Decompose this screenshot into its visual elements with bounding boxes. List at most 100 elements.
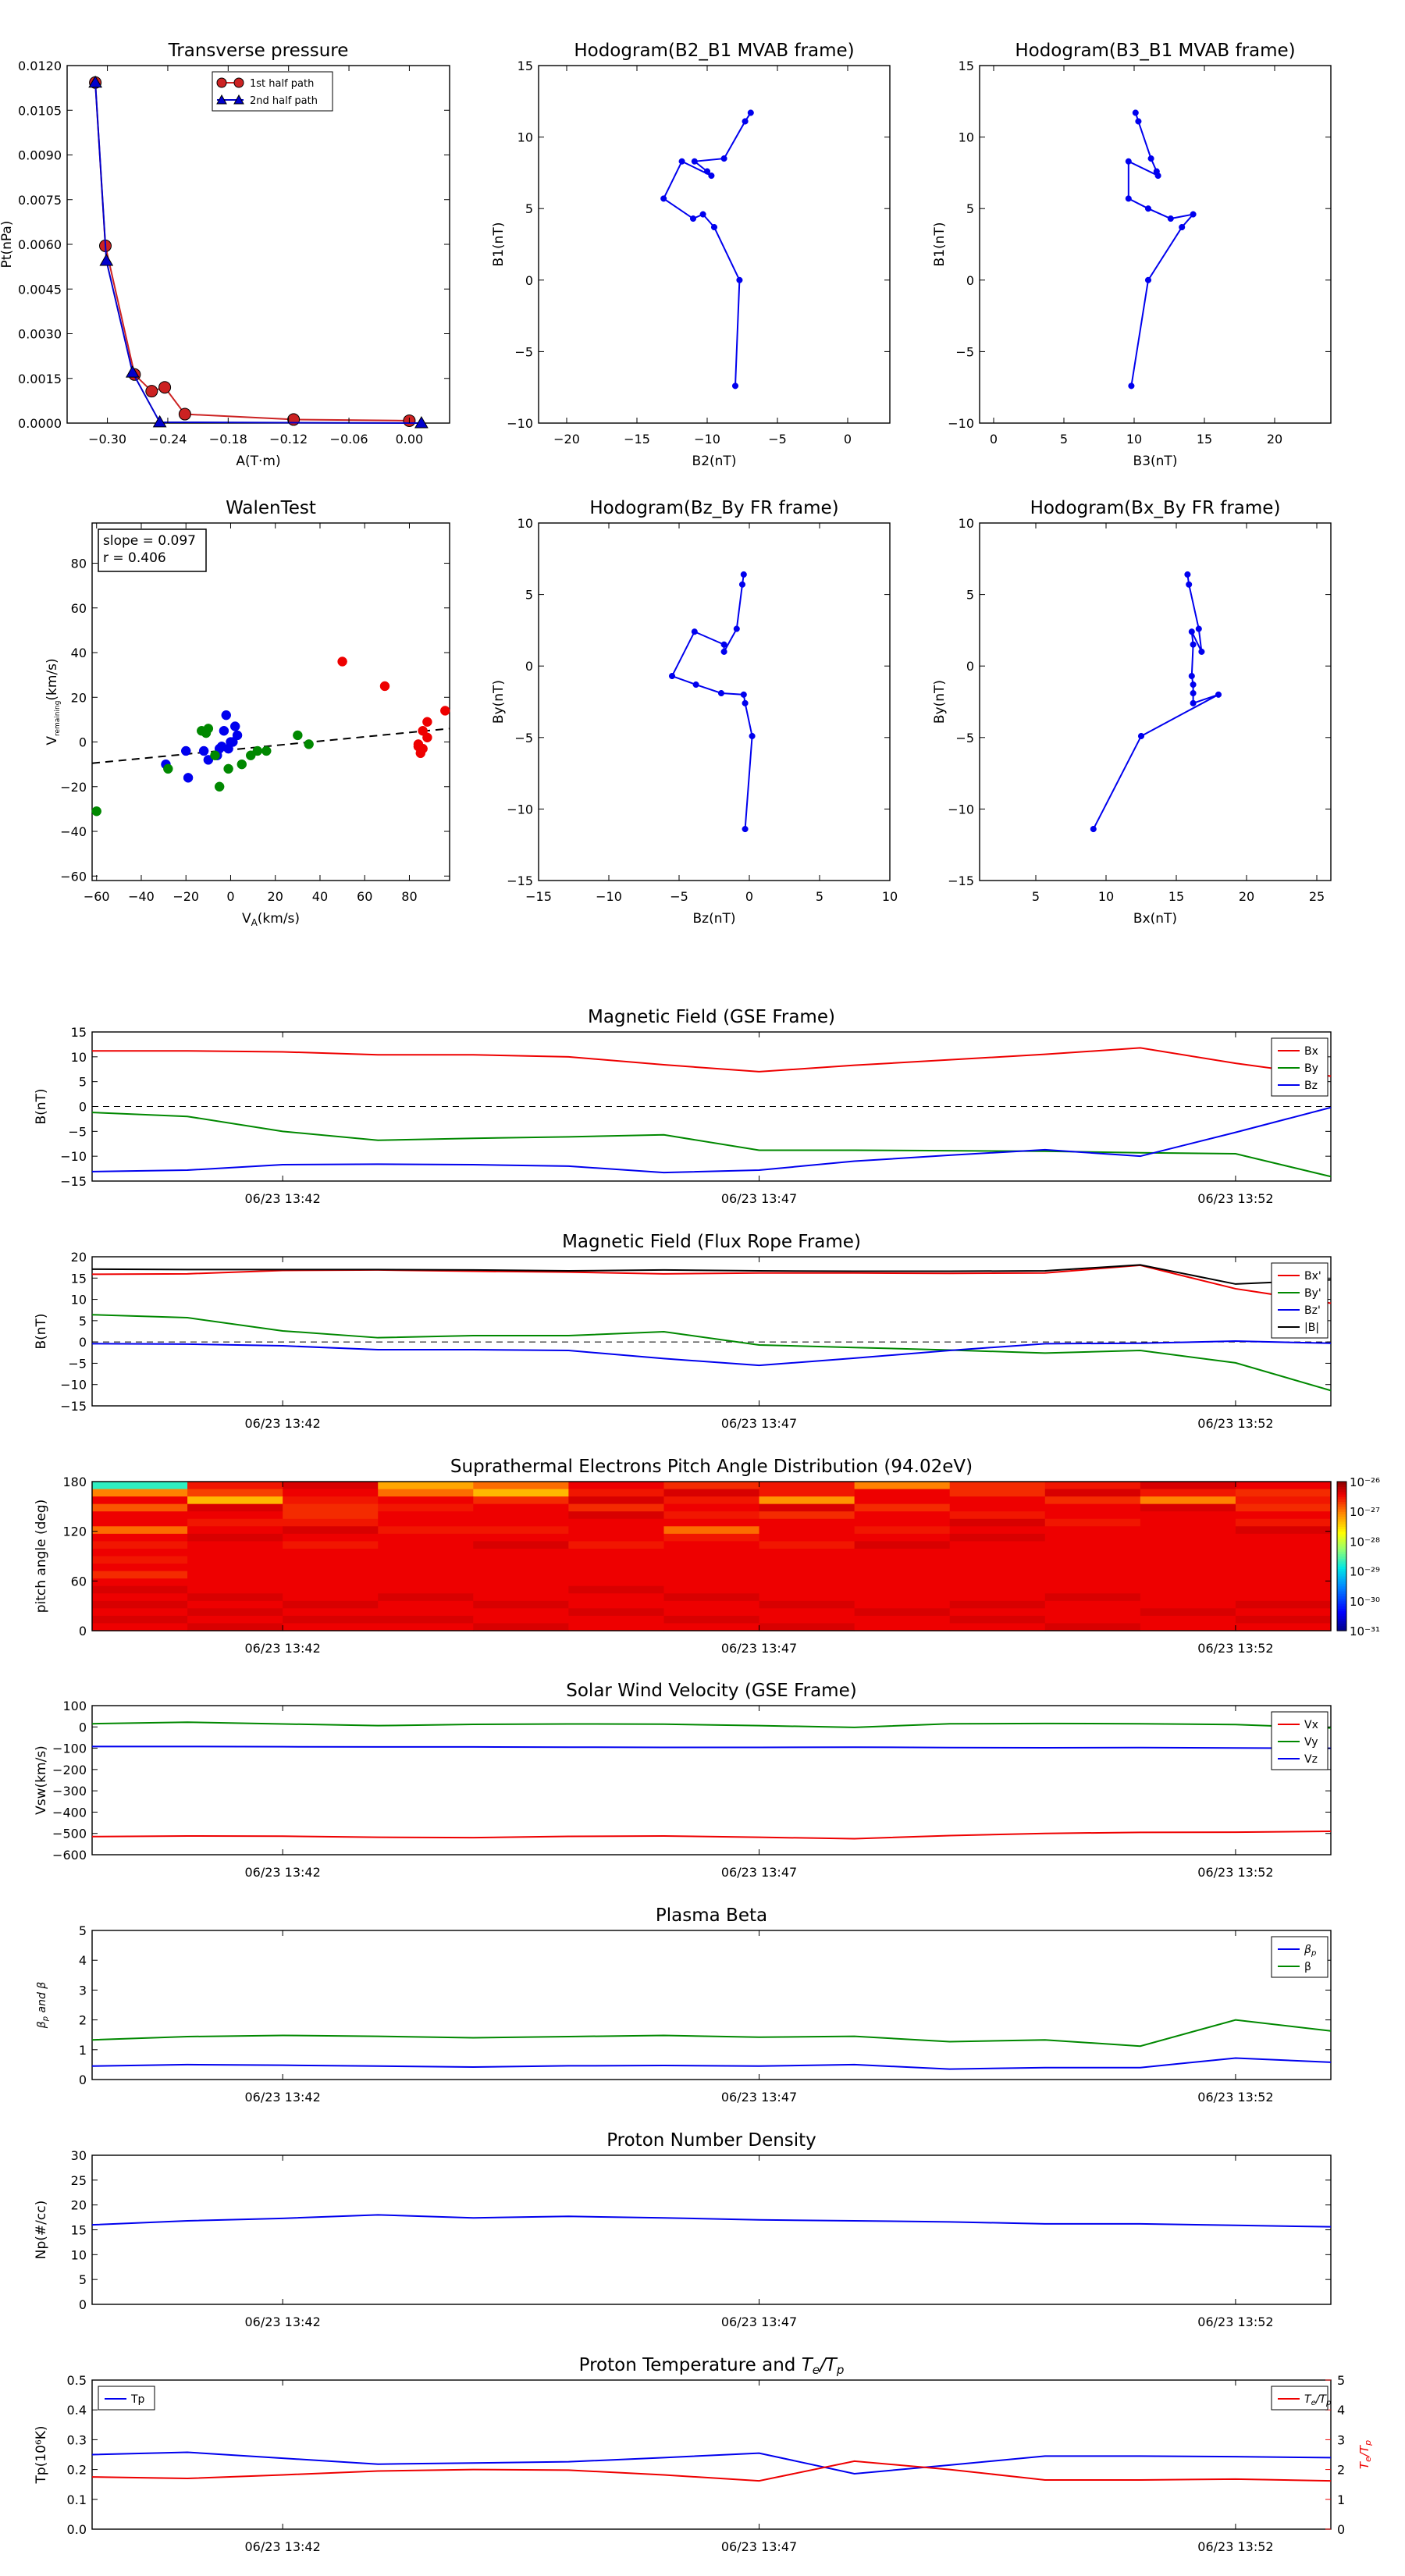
pad-cell [1140,1518,1236,1527]
hodogram-bz-by-point [717,689,725,697]
transverse-pressure-point [414,415,429,429]
proton-density-yticklabel: 10 [71,2247,87,2262]
pad-cell [854,1608,951,1617]
hodogram-bz-by-xticklabel: −10 [596,889,622,904]
mag-flux-rope-yticklabel: 10 [71,1293,87,1308]
pad-cell [187,1578,283,1587]
walen-test-ylabel: Vremaining(km/s) [44,658,62,745]
pad-cell [1044,1533,1141,1542]
walen-test-point [379,681,390,692]
walen-test-point [201,728,212,738]
pad-cell [473,1496,569,1505]
pad-cell [854,1600,951,1609]
mag-gse-legend-label: By [1304,1062,1318,1075]
pad-cell [92,1585,188,1594]
pad-cell [759,1571,855,1579]
hodogram-b3-b1-point [1167,215,1174,222]
walen-test-xticklabel: −40 [128,889,155,904]
pad-cell [1140,1578,1236,1587]
hodogram-b2-b1-point [660,195,667,202]
plasma-beta-series-0-line [91,2057,1332,2070]
pad-colorbar-step [1337,1531,1346,1535]
hodogram-b3-b1-frame [979,65,1332,424]
hodogram-b2-b1-title: Hodogram(B2_B1 MVAB frame) [574,41,854,61]
hodogram-bz-by-point [720,648,727,655]
pad-colorbar-step [1337,1524,1346,1527]
pad-cell [473,1511,569,1520]
pad-cell [1044,1503,1141,1512]
hodogram-bx-by-ylabel: By(nT) [932,680,948,724]
hodogram-b3-b1-point [1135,118,1142,125]
pad-cell [187,1556,283,1564]
proton-temp-legend-label: Te/Tp [1304,2393,1331,2407]
pad-cell [949,1518,1046,1527]
pad-cell [663,1489,760,1497]
hodogram-bx-by-xticklabel: 10 [1098,889,1114,904]
pad-cell [1044,1608,1141,1617]
pad-cell [1044,1615,1141,1624]
sw-velocity-yticklabel: −100 [52,1742,87,1756]
mag-flux-rope-xticklabel: 06/23 13:42 [244,1416,320,1431]
hodogram-b2-b1-point [691,158,698,165]
pad-cell [759,1548,855,1557]
transverse-pressure-yticklabel: 0.0015 [18,372,62,386]
pad-cell [283,1503,379,1512]
pad-cell [1044,1593,1141,1602]
pad-cell [568,1615,665,1624]
pad-cell [378,1526,474,1535]
pad-colorbar-step [1337,1603,1346,1606]
transverse-pressure-yticklabel: 0.0000 [18,416,62,431]
pad-xticklabel: 06/23 13:52 [1197,1641,1273,1656]
pad-cell [1235,1585,1332,1594]
sw-velocity-xticklabel: 06/23 13:42 [244,1865,320,1880]
walen-test-point [180,745,191,756]
proton-temp-axes: Proton Temperature and Te/Tp 06/23 13:42 0… [34,2355,1274,2554]
proton-density-ylabel: Np(#/cc) [34,2201,49,2259]
pad-colorbar-step [1337,1541,1346,1545]
hodogram-bz-by-point [749,732,756,740]
pad-yticklabel: 120 [62,1525,87,1539]
mag-gse-yticklabel: 10 [71,1050,87,1065]
pad-cell [949,1585,1046,1594]
pad-cell [854,1615,951,1624]
pad-cell [187,1608,283,1617]
mag-flux-rope-yticklabel: 20 [71,1250,87,1265]
hodogram-bx-by-axes: Hodogram(Bx_By FR frame) 5 10 15 20 25 −15 −10 −… [932,498,1331,927]
transverse-pressure-point [125,365,140,378]
pad-colorbar-step [1337,1568,1346,1572]
pad-cell [1235,1489,1332,1497]
hodogram-b2-b1-xlabel: B2(nT) [692,454,737,469]
pad-cell [473,1489,569,1497]
pad-colorbar-step [1337,1509,1346,1512]
pad-cell [568,1533,665,1542]
walen-test-point [440,706,450,716]
proton-density-yticklabel: 5 [79,2272,87,2287]
pad-cell [92,1593,188,1602]
pad-cell [854,1526,951,1535]
pad-cell [759,1518,855,1527]
hodogram-bz-by-point [738,581,746,588]
hodogram-b2-b1-yticklabel: 10 [518,130,533,145]
hodogram-b2-b1-yticklabel: 15 [518,59,533,73]
pad-yticklabel: 60 [71,1574,87,1589]
pad-cell [759,1593,855,1602]
pad-colorbar-step [1337,1578,1346,1582]
pad-cell [663,1600,760,1609]
hodogram-bz-by-yticklabel: 0 [525,659,533,674]
hodogram-bx-by-yticklabel: −10 [948,802,974,817]
hodogram-b2-b1-point [710,223,718,231]
pad-colorbar-step [1337,1521,1346,1525]
hodogram-bx-by-point [1190,689,1197,697]
walen-test-point [261,745,272,756]
pad-cell [92,1600,188,1609]
pad-cell [759,1564,855,1572]
transverse-pressure-yticklabel: 0.0120 [18,59,62,73]
plasma-beta-title: Plasma Beta [656,1905,767,1926]
mag-flux-rope-legend-label: Bz' [1304,1304,1321,1317]
pad-cell [473,1600,569,1609]
pad-cell [759,1556,855,1564]
pad-cell [378,1564,474,1572]
pad-colorbar-step [1337,1583,1346,1587]
pad-cell [1044,1541,1141,1550]
